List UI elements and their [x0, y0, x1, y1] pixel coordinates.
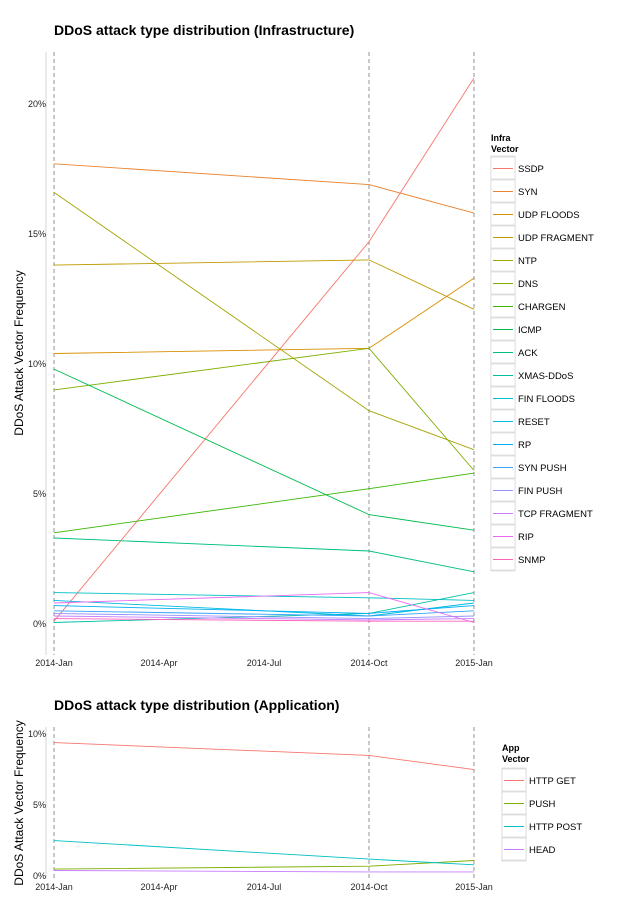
- x-tick-label: 2014-Oct: [350, 882, 388, 892]
- series-line-push: [53, 860, 475, 870]
- chart-title: DDoS attack type distribution (Infrastru…: [54, 22, 354, 38]
- series-line-http-get: [53, 742, 475, 771]
- plot-area: 0% 5% 10% 2014-Jan 2014-Apr 2014-Jul 2014-Oct 2…: [28, 727, 493, 892]
- legend-label: HEAD: [529, 845, 556, 856]
- series-line-dns: [53, 347, 475, 471]
- x-tick-label: 2014-Jan: [35, 882, 73, 892]
- series-line-tcp-fragment: [53, 615, 475, 621]
- legend: SSDP SYN UDP FLOODS UDP FRAGMENT NTP DNS CHARG…: [490, 155, 594, 572]
- legend-label: SSDP: [518, 164, 544, 175]
- legend-label: HTTP POST: [529, 822, 582, 833]
- series-line-ntp: [53, 192, 475, 451]
- y-tick-label: 20%: [28, 99, 46, 109]
- series-line-rip: [53, 592, 475, 623]
- x-tick-label: 2015-Jan: [455, 658, 493, 668]
- legend-label: SNMP: [518, 555, 545, 566]
- legend-title: Infra Vector: [491, 133, 519, 154]
- y-tick-label: 5%: [33, 800, 46, 810]
- legend-label: PUSH: [529, 799, 556, 810]
- series-line-ssdp: [53, 77, 475, 622]
- legend-label: NTP: [518, 256, 537, 267]
- series-line-chargen: [53, 472, 475, 534]
- series-line-syn-push: [53, 610, 475, 617]
- x-tick-label: 2014-Jul: [247, 658, 282, 668]
- infrastructure-chart: DDoS attack type distribution (Infrastru…: [12, 22, 594, 668]
- legend-label: ACK: [518, 348, 538, 359]
- legend-label: DNS: [518, 279, 538, 290]
- x-tick-label: 2014-Oct: [350, 658, 388, 668]
- legend-label: TCP FRAGMENT: [518, 509, 593, 520]
- series-line-udp-floods: [53, 277, 475, 354]
- series-line-udp-fragment: [53, 259, 475, 310]
- y-tick-label: 10%: [28, 359, 46, 369]
- legend-label: ICMP: [518, 325, 542, 336]
- y-tick-label: 15%: [28, 229, 46, 239]
- legend-label: CHARGEN: [518, 302, 566, 313]
- legend-label: UDP FRAGMENT: [518, 233, 594, 244]
- y-tick-label: 10%: [28, 729, 46, 739]
- legend-label: UDP FLOODS: [518, 210, 580, 221]
- series-line-rp: [53, 605, 475, 614]
- series-line-snmp: [53, 618, 474, 622]
- x-tick-label: 2015-Jan: [455, 882, 493, 892]
- legend-title-line: Vector: [502, 754, 530, 764]
- y-axis-label: DDoS Attack Vector Frequency: [12, 720, 26, 885]
- y-tick-label: 0%: [33, 619, 46, 629]
- plot-area: 0% 5% 10% 15% 20% 2014-Jan 2014-Apr 2014-Jul 201…: [28, 52, 493, 668]
- series-line-head: [53, 870, 474, 873]
- x-tick-label: 2014-Jul: [247, 882, 282, 892]
- y-tick-label: 5%: [33, 489, 46, 499]
- x-tick-label: 2014-Jan: [35, 658, 73, 668]
- legend-label: FIN FLOODS: [518, 394, 575, 405]
- legend-label: RESET: [518, 417, 550, 428]
- legend-title-line: App: [502, 743, 520, 753]
- legend-label: HTTP GET: [529, 776, 576, 787]
- legend-title-line: Vector: [491, 144, 519, 154]
- legend-label: RIP: [518, 532, 534, 543]
- series-line-syn: [53, 163, 475, 214]
- series-line-icmp: [53, 368, 475, 531]
- y-tick-label: 0%: [33, 871, 46, 881]
- legend-title-line: Infra: [491, 133, 511, 143]
- series-line-fin-push: [53, 612, 475, 620]
- legend-label: SYN PUSH: [518, 463, 567, 474]
- x-tick-label: 2014-Apr: [140, 882, 177, 892]
- legend-label: RP: [518, 440, 531, 451]
- series-line-http-post: [53, 840, 475, 866]
- x-tick-label: 2014-Apr: [140, 658, 177, 668]
- y-axis-label: DDoS Attack Vector Frequency: [12, 270, 26, 435]
- legend: HTTP GET PUSH HTTP POST HEAD: [501, 767, 582, 862]
- series-line-ack: [53, 537, 475, 573]
- legend-label: XMAS-DDoS: [518, 371, 573, 382]
- legend-label: FIN PUSH: [518, 486, 562, 497]
- legend-label: SYN: [518, 187, 538, 198]
- chart-title: DDoS attack type distribution (Applicati…: [54, 697, 339, 713]
- legend-title: App Vector: [502, 743, 530, 764]
- series-line-fin-floods: [53, 592, 475, 601]
- application-chart: DDoS attack type distribution (Applicati…: [12, 697, 582, 892]
